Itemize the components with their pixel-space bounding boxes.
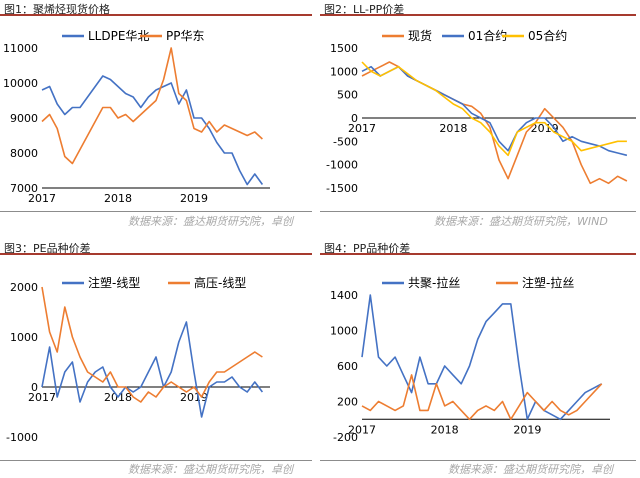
panel-title: 图1：聚烯烃现货价格: [4, 3, 110, 16]
panel-title: 图2：LL-PP价差: [324, 3, 405, 16]
x-tick-label: 2019: [180, 391, 208, 404]
legend-label: 05合约: [528, 28, 567, 43]
y-tick-label: 7000: [10, 182, 38, 195]
legend-label: 注塑-拉丝: [522, 275, 574, 290]
y-tick-label: 1000: [330, 65, 358, 78]
panel-title: 图4：PP品种价差: [324, 242, 411, 255]
series-line-0: [41, 321, 264, 418]
y-tick-label: 1000: [330, 325, 358, 338]
x-tick-label: 2017: [348, 122, 376, 135]
source-note: 数据来源：盛达期货研究院，卓创: [128, 463, 293, 476]
y-tick-label: -200: [333, 431, 358, 444]
series-line-1: [361, 65, 628, 157]
legend-label: 共聚-拉丝: [408, 275, 460, 290]
series-line-1: [361, 374, 603, 421]
y-tick-label: 200: [337, 396, 358, 409]
source-rule: [0, 211, 312, 212]
y-tick-label: 1000: [10, 331, 38, 344]
y-tick-label: -500: [333, 135, 358, 148]
series-line-1: [41, 47, 263, 165]
legend-label: LLDPE华北: [88, 29, 149, 43]
series-line-0: [361, 61, 628, 185]
x-tick-label: 2018: [104, 192, 132, 205]
y-tick-label: -1000: [326, 159, 358, 172]
legend-label: PP华东: [166, 29, 204, 43]
title-rule: [0, 14, 312, 16]
y-tick-label: 0: [351, 112, 358, 125]
panel-title: 图3：PE品种价差: [4, 242, 91, 255]
chart-area: 7000 8000 9000 10000 11000 2017 2018 2019 LLDPE华…: [3, 29, 270, 205]
title-rule: [320, 14, 636, 16]
legend-label: 注塑-线型: [88, 275, 140, 290]
y-tick-label: 0: [31, 381, 38, 394]
title-rule: [320, 253, 636, 255]
x-tick-label: 2019: [180, 192, 208, 205]
x-tick-label: 2017: [348, 423, 376, 436]
x-tick-label: 2017: [28, 192, 56, 205]
title-rule: [0, 253, 312, 255]
series-line-0: [361, 294, 603, 421]
chart-panel-ll-pp-spread: 图2：LL-PP价差 -1500 -1000 -500 0 500 1000 1500 201…: [320, 0, 640, 239]
chart-panel-pe-spread: 图3：PE品种价差 -1000 0 1000 2000 2017 2018 2019 注塑-线…: [0, 239, 320, 478]
chart-area: -200 200 600 1000 1400 2017 2018 2019 共聚-拉丝 注塑-拉丝: [330, 275, 610, 444]
x-tick-label: 2018: [431, 423, 459, 436]
series-line-1: [41, 286, 263, 403]
source-rule: [0, 460, 312, 461]
y-tick-label: 500: [337, 89, 358, 102]
series-line-2: [361, 61, 627, 157]
y-tick-label: 2000: [10, 281, 38, 294]
y-tick-label: 1500: [330, 42, 358, 55]
y-tick-label: 8000: [10, 147, 38, 160]
y-tick-label: 10000: [3, 77, 38, 90]
y-tick-label: -1500: [326, 182, 358, 195]
source-rule: [320, 460, 636, 461]
y-tick-label: 600: [337, 360, 358, 373]
chart-panel-pp-spread: 图4：PP品种价差 -200 200 600 1000 1400 2017 2018 2019…: [320, 239, 640, 478]
y-tick-label: -1000: [6, 431, 38, 444]
legend-label: 现货: [408, 28, 432, 43]
chart-panel-lldpe-pp-spot: 图1：聚烯烃现货价格 7000 8000 9000 10000 11000 2017 201…: [0, 0, 320, 239]
source-note: 数据来源：盛达期货研究院，卓创: [448, 463, 613, 476]
y-tick-label: 9000: [10, 112, 38, 125]
x-tick-label: 2019: [513, 423, 541, 436]
y-tick-label: 1400: [330, 289, 358, 302]
legend-label: 01合约: [468, 28, 507, 43]
source-note: 数据来源：盛达期货研究院，卓创: [128, 215, 293, 228]
legend-label: 高压-线型: [194, 275, 246, 290]
source-rule: [320, 211, 636, 212]
x-tick-label: 2017: [28, 391, 56, 404]
series-line-0: [41, 75, 264, 186]
source-note: 数据来源：盛达期货研究院，WIND: [434, 215, 608, 228]
x-tick-label: 2018: [439, 122, 467, 135]
y-tick-label: 11000: [3, 42, 38, 55]
